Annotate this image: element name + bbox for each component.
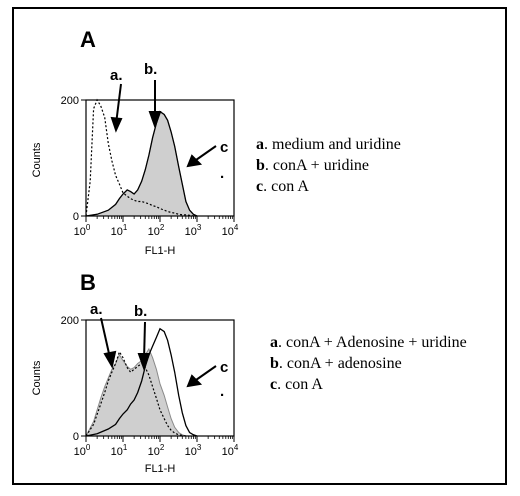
annotation-b-dot: . bbox=[220, 383, 224, 400]
arrow-b-a bbox=[100, 317, 111, 359]
annotation-a-b: b. bbox=[144, 61, 157, 78]
legend-b-key-b: b bbox=[270, 355, 279, 372]
p0-x-tick-label-0: 100 bbox=[74, 223, 91, 238]
legend-a-text-b: . conA + uridine bbox=[264, 157, 370, 174]
legend-b-key-c: c bbox=[270, 376, 278, 393]
legend-a: a. medium and uridine b. conA + uridine … bbox=[256, 134, 401, 197]
p1-x-tick-label-1: 101 bbox=[111, 443, 128, 458]
annotation-a-c: c bbox=[220, 139, 228, 156]
arrow-b-c bbox=[195, 365, 217, 381]
annotation-a-dot: . bbox=[220, 165, 224, 182]
legend-a-text-c: . con A bbox=[263, 178, 309, 195]
legend-a-item-c: c. con A bbox=[256, 176, 401, 197]
legend-b-text-b: . conA + adenosine bbox=[278, 355, 402, 372]
plot-a: 0 200 100 101 102 103 104 bbox=[61, 95, 239, 238]
plot-b: 0 200 100 101 102 103 104 bbox=[61, 315, 239, 458]
p1-series-c-line bbox=[85, 327, 198, 437]
annotation-b-a: a. bbox=[90, 301, 103, 318]
arrowhead-a-a bbox=[110, 116, 123, 133]
legend-b-key-a: a bbox=[270, 334, 278, 351]
arrow-a-c bbox=[195, 145, 217, 161]
arrowhead-b-b bbox=[137, 353, 151, 371]
p1-x-tick-label-0: 100 bbox=[74, 443, 91, 458]
legend-a-key-c: c bbox=[256, 178, 264, 195]
legend-a-item-b: b. conA + uridine bbox=[256, 155, 401, 176]
p1-series-b-line bbox=[85, 350, 186, 437]
p0-x-tick-label-4: 104 bbox=[222, 223, 239, 238]
legend-b-text-c: . con A bbox=[277, 376, 323, 393]
legend-b: a. conA + Adenosine + uridine b. conA + … bbox=[270, 332, 480, 395]
legend-a-key-a: a bbox=[256, 136, 264, 153]
p1-y-tick-label-0: 0 bbox=[73, 431, 79, 443]
arrowhead-a-b bbox=[148, 111, 162, 129]
annotation-a-a: a. bbox=[110, 67, 123, 84]
p1-series-a-area bbox=[85, 347, 187, 437]
ylabel-a: Counts bbox=[31, 142, 43, 177]
legend-b-text-a: . conA + Adenosine + uridine bbox=[278, 334, 467, 351]
xlabel-b: FL1-H bbox=[145, 463, 176, 475]
p1-x-tick-label-2: 102 bbox=[148, 443, 165, 458]
p0-x-tick-label-3: 103 bbox=[185, 223, 202, 238]
legend-b-item-b: b. conA + adenosine bbox=[270, 353, 480, 374]
ylabel-b: Counts bbox=[31, 360, 43, 395]
p1-y-tick-label-1: 200 bbox=[61, 315, 79, 327]
arrows-a bbox=[110, 80, 217, 168]
legend-a-item-a: a. medium and uridine bbox=[256, 134, 401, 155]
p0-x-tick-label-1: 101 bbox=[111, 223, 128, 238]
p0-y-tick-label-0: 0 bbox=[73, 211, 79, 223]
p1-x-tick-label-4: 104 bbox=[222, 443, 239, 458]
panel-letter-a: A bbox=[80, 27, 96, 52]
annotation-b-b: b. bbox=[134, 303, 147, 320]
figure-frame bbox=[12, 7, 507, 485]
p0-series-c-line bbox=[85, 110, 198, 217]
p0-x-tick-label-2: 102 bbox=[148, 223, 165, 238]
legend-b-item-c: c. con A bbox=[270, 374, 480, 395]
legend-b-item-a: a. conA + Adenosine + uridine bbox=[270, 332, 480, 353]
legend-a-text-a: . medium and uridine bbox=[264, 136, 401, 153]
arrowhead-b-a bbox=[103, 350, 117, 369]
p0-series-b-area bbox=[85, 110, 198, 217]
arrow-a-a bbox=[115, 83, 122, 125]
arrows-b bbox=[100, 317, 217, 388]
arrowhead-b-c bbox=[186, 374, 203, 388]
p0-y-tick-label-1: 200 bbox=[61, 95, 79, 107]
annotation-b-c: c bbox=[220, 359, 228, 376]
panel-letter-b: B bbox=[80, 270, 96, 295]
legend-a-key-b: b bbox=[256, 157, 265, 174]
xlabel-a: FL1-H bbox=[145, 245, 176, 257]
arrowhead-a-c bbox=[186, 154, 203, 168]
p0-series-a-line bbox=[85, 98, 197, 217]
p1-x-tick-label-3: 103 bbox=[185, 443, 202, 458]
